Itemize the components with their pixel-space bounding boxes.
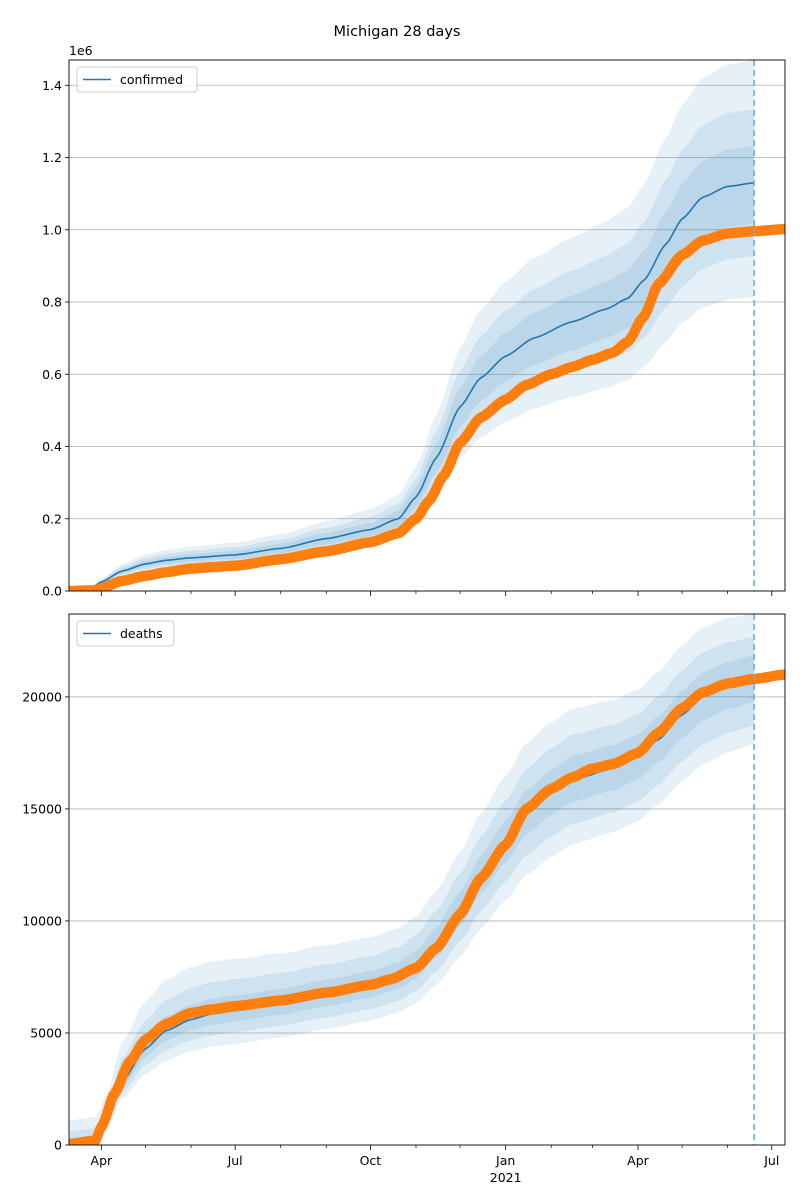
y-tick-label: 1.0	[42, 222, 62, 237]
x-tick-label: Apr	[91, 1153, 113, 1168]
legend-label: deaths	[120, 626, 163, 641]
y-tick-label: 1.4	[42, 78, 62, 93]
uncertainty-band-1	[69, 614, 755, 1145]
y-tick-label: 20000	[22, 689, 62, 704]
y-tick-label: 15000	[22, 801, 62, 816]
observed-point	[779, 223, 785, 235]
x-tick-label: Jan	[495, 1153, 515, 1168]
x-tick-sublabel: 2021	[490, 1170, 522, 1185]
legend-box	[76, 66, 198, 93]
plot-area	[69, 60, 785, 591]
confirmed-model-line	[69, 182, 755, 591]
legend-box	[76, 620, 175, 647]
y-offset-label: 1e6	[69, 43, 93, 58]
y-tick-label: 0.2	[42, 511, 62, 526]
legend: deaths	[76, 620, 175, 647]
confirmed-panel: 0.0 0.2 0.4 0.6 0.8 1.0 1.2 1.4 1e6 confirmed	[42, 43, 786, 599]
legend: confirmed	[76, 66, 198, 93]
y-tick-label: 5000	[30, 1025, 62, 1040]
axes-frame	[68, 59, 786, 592]
uncertainty-band-2	[69, 637, 755, 1145]
chart-title: Michigan 28 days	[334, 24, 461, 40]
x-tick-label: Oct	[360, 1153, 382, 1168]
axes-frame	[68, 613, 786, 1146]
y-tick-label: 0.4	[42, 439, 62, 454]
x-tick-label: Jul	[763, 1153, 779, 1168]
uncertainty-band-3	[69, 655, 755, 1145]
x-tick-label: Jul	[227, 1153, 243, 1168]
x-tick-label: Apr	[627, 1153, 649, 1168]
plot-area	[69, 614, 785, 1145]
uncertainty-band-1	[69, 60, 755, 591]
y-tick-label: 10000	[22, 913, 62, 928]
observed-points	[69, 669, 785, 1145]
y-tick-label: 0.0	[42, 584, 62, 599]
observed-points	[69, 223, 785, 591]
legend-label: confirmed	[120, 72, 183, 87]
observed-point	[779, 669, 785, 680]
y-tick-label: 0.6	[42, 367, 62, 382]
y-tick-label: 0.8	[42, 295, 62, 310]
y-tick-label: 0	[54, 1138, 62, 1153]
y-tick-label: 1.2	[42, 150, 62, 165]
deaths-panel: 0 5000 10000 15000 20000 Apr Jul Oct Jan 2021 Apr J…	[22, 613, 786, 1185]
